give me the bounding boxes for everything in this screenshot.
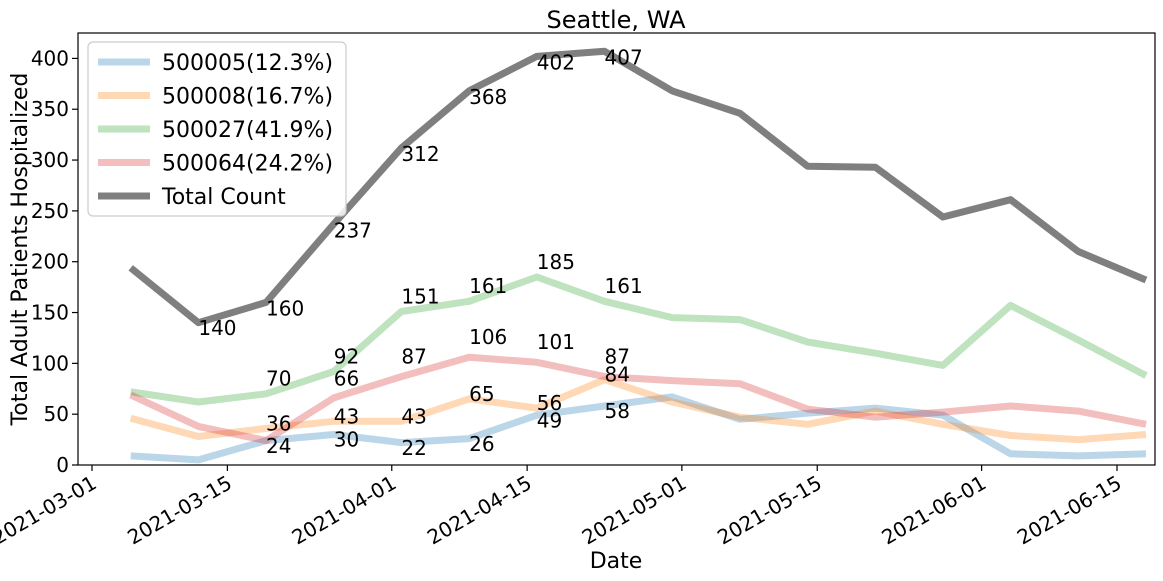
x-tick-label: 2021-05-15 (713, 471, 826, 550)
legend-label: 500008(16.7%) (162, 85, 333, 110)
data-label: 140 (198, 316, 236, 340)
data-label: 84 (605, 363, 630, 387)
data-label: 151 (401, 284, 439, 308)
data-label: 36 (266, 411, 291, 435)
y-axis-label: Total Adult Patients Hospitalized (8, 73, 33, 427)
x-tick-label: 2021-06-01 (877, 471, 990, 550)
data-label: 22 (401, 436, 426, 460)
data-label: 368 (469, 85, 507, 109)
data-label: 101 (537, 330, 575, 354)
data-label: 65 (469, 382, 494, 406)
y-tick-label: 350 (31, 97, 69, 121)
data-label: 161 (605, 274, 643, 298)
legend-label: 500005(12.3%) (162, 51, 333, 76)
data-label: 185 (537, 250, 575, 274)
series-layer (128, 47, 1148, 464)
data-label: 106 (469, 325, 507, 349)
series-line-4 (128, 47, 1148, 327)
x-tick-label: 2021-03-15 (123, 471, 236, 550)
y-tick-label: 100 (31, 351, 69, 375)
data-label: 312 (401, 142, 439, 166)
data-label: 49 (537, 408, 562, 432)
y-tick-label: 200 (31, 250, 69, 274)
legend-label: 500027(41.9%) (162, 118, 333, 143)
legend-label: Total Count (161, 185, 286, 210)
data-label: 160 (266, 297, 304, 321)
data-label: 87 (605, 344, 630, 368)
x-tick-label: 2021-06-15 (1013, 471, 1126, 550)
y-tick-label: 250 (31, 199, 69, 223)
data-label: 24 (266, 434, 291, 458)
y-tick-label: 50 (44, 402, 69, 426)
data-label: 407 (605, 46, 643, 70)
data-label: 70 (266, 367, 291, 391)
data-label: 92 (334, 344, 359, 368)
legend-label: 500064(24.2%) (162, 152, 333, 177)
y-tick-label: 150 (31, 301, 69, 325)
x-tick-label: 2021-03-01 (0, 471, 100, 550)
x-tick-label: 2021-04-15 (423, 471, 536, 550)
data-label: 43 (401, 404, 426, 428)
y-tick-label: 400 (31, 46, 69, 70)
legend: 500005(12.3%) 500008(16.7%) 500027(41.9%) 5… (87, 41, 347, 217)
series-line-0 (130, 393, 1147, 464)
data-label: 161 (469, 274, 507, 298)
series-line-3 (129, 353, 1147, 445)
data-label: 237 (334, 218, 372, 242)
chart-title: Seattle, WA (546, 6, 686, 34)
data-label: 43 (334, 404, 359, 428)
y-tick-label: 300 (31, 148, 69, 172)
legend-frame (87, 41, 347, 217)
plot-frame (77, 32, 1156, 466)
data-label: 58 (605, 399, 630, 423)
data-label: 66 (334, 367, 359, 391)
series-line-2 (130, 273, 1148, 406)
data-label: 30 (334, 428, 359, 452)
data-label: 56 (537, 391, 562, 415)
data-labels-layer: 140 160 237 312 368 402 407 70 92 151 161 185 161 66 8… (198, 46, 642, 460)
series-line-1 (129, 376, 1147, 444)
y-tick-label: 0 (56, 453, 69, 477)
x-axis-label: Date (590, 549, 643, 574)
data-label: 26 (469, 432, 494, 456)
data-label: 402 (537, 51, 575, 75)
data-label: 87 (401, 344, 426, 368)
x-tick-label: 2021-05-01 (578, 471, 691, 550)
x-tick-label: 2021-04-01 (288, 471, 401, 550)
